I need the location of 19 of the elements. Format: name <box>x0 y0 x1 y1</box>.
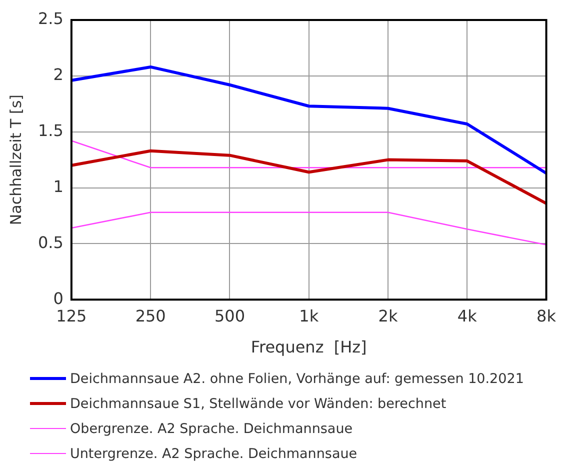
y-tick-label: 2.5 <box>38 9 64 28</box>
legend-label: Obergrenze. A2 Sprache. Deichmannsaue <box>70 420 353 436</box>
x-tick-label: 125 <box>56 306 87 326</box>
y-tick-label: 1.5 <box>38 120 64 140</box>
legend-label: Deichmannsaue S1, Stellwände vor Wänden: berechnet <box>70 396 446 412</box>
x-tick-label: 1k <box>299 306 320 326</box>
y-tick-label: 1 <box>53 176 64 196</box>
x-tick-label: 8k <box>536 306 557 326</box>
y-tick-label: 0 <box>53 288 64 308</box>
x-tick-label: 2k <box>378 306 398 326</box>
x-tick-label: 500 <box>214 306 245 326</box>
legend-label: Untergrenze. A2 Sprache. Deichmannsaue <box>70 446 358 462</box>
x-tick-label: 250 <box>135 306 166 326</box>
legend-label: Deichmannsaue A2. ohne Folien, Vorhänge auf: gemessen 10.2021 <box>70 370 524 386</box>
y-tick-label: 2 <box>53 65 64 84</box>
y-axis-title: Nachhallzeit T [s] <box>6 94 25 226</box>
x-axis-title: Frequenz [Hz] <box>250 338 367 357</box>
y-tick-label: 0.5 <box>38 232 64 252</box>
x-tick-label: 4k <box>457 306 478 326</box>
